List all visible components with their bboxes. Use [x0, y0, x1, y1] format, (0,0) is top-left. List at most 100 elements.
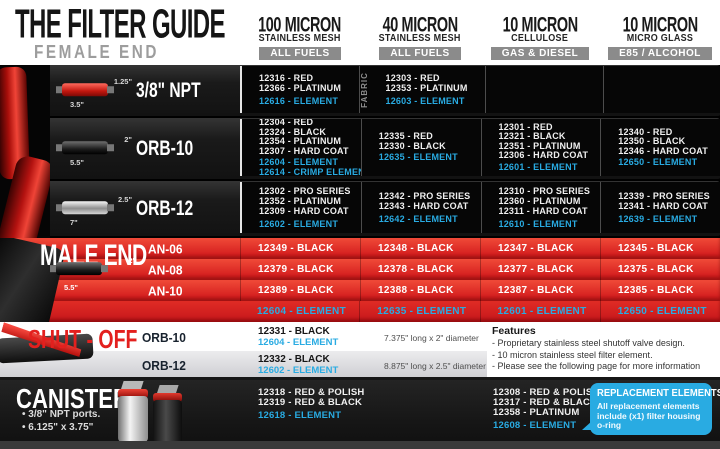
element-number: 12642 - ELEMENT: [378, 214, 458, 224]
element-number: 12635 - ELEMENT: [359, 301, 479, 322]
feature-item: - Please see the following page for more…: [492, 361, 701, 371]
fuel-badge: GAS & DIESEL: [490, 47, 590, 60]
spec-bullet: • 3/8" NPT ports.: [22, 409, 101, 420]
dimension-height: 1.25": [113, 76, 132, 86]
row-label-npt: 3/8" NPT: [136, 78, 201, 102]
part-number: 12307 - HARD COAT: [259, 145, 349, 156]
part-number: 12308 - RED & POLISH: [493, 387, 600, 398]
column-header-100-micron: 100 MICRON STAINLESS MESH ALL FUELS: [240, 0, 360, 65]
part-list: 12316 - RED 12366 - PLATINUM: [259, 73, 355, 93]
part-number: 12389 - BLACK: [240, 280, 360, 301]
element-list: 12635 - ELEMENT: [379, 153, 477, 163]
element-number: 12610 - ELEMENT: [498, 219, 578, 229]
fuel-badge: ALL FUELS: [259, 47, 341, 60]
element-list: 12639 - ELEMENT: [618, 214, 716, 224]
part-number: 12316 - RED: [259, 73, 314, 83]
row-label-orb10: ORB-10: [136, 136, 194, 160]
cell-orb12-cellulose: 12310 - PRO SERIES 12360 - PLATINUM 12311 …: [480, 182, 601, 233]
canister-section: CANISTER • 3/8" NPT ports. • 6.125" x 3.7…: [0, 380, 720, 449]
cell-shutoff-orb12: 12332 - BLACK 12602 - ELEMENT: [258, 354, 368, 376]
cell-orb10-cellulose: 12301 - RED 12321 - BLACK 12351 - PLATINUM…: [480, 119, 601, 176]
element-number: 12650 - ELEMENT: [618, 157, 698, 167]
divider: [0, 377, 720, 380]
column-title: 10 MICRON: [502, 13, 578, 37]
part-number: 12324 - BLACK: [259, 126, 327, 137]
cell-orb10-100micron: 12304 - RED 12324 - BLACK 12354 - PLATINUM…: [242, 119, 361, 176]
part-number: 12375 - BLACK: [600, 259, 720, 280]
part-list: 12318 - RED & POLISH 12319 - RED & BLACK: [258, 388, 364, 408]
part-number: 12347 - BLACK: [480, 238, 600, 259]
canister-cap-icon: [118, 389, 148, 398]
element-number: 12650 - ELEMENT: [599, 301, 720, 322]
part-list: 12342 - PRO SERIES 12343 - HARD COAT: [379, 191, 477, 211]
column-headers: 100 MICRON STAINLESS MESH ALL FUELS 40 M…: [240, 0, 720, 65]
male-row-an10: AN-10 12389 - BLACK 12388 - BLACK 12387 …: [0, 280, 720, 301]
dimension-height: 2.5": [118, 194, 132, 204]
cell-npt-100micron: 12316 - RED 12366 - PLATINUM 12616 - ELEM…: [242, 66, 359, 113]
part-number: 12351 - PLATINUM: [498, 140, 581, 151]
fitting-icon: [107, 143, 114, 151]
dimension-length: 5.5": [70, 157, 84, 167]
row-label-shutoff-orb10: ORB-10: [142, 330, 186, 345]
fabric-note: FABRIC: [359, 71, 369, 108]
part-list: 12339 - PRO SERIES 12341 - HARD COAT: [618, 191, 716, 211]
row-npt: 12316 - RED 12366 - PLATINUM 12616 - ELEM…: [0, 65, 720, 118]
part-number: 12385 - BLACK: [600, 280, 720, 301]
fuel-badge: E85 / ALCOHOL: [608, 47, 712, 60]
dimension-length: 3.5": [70, 99, 84, 109]
cell-npt-cellulose-empty: [485, 66, 603, 113]
row-npt-data: 12316 - RED 12366 - PLATINUM 12616 - ELEM…: [240, 66, 720, 113]
feature-item: - Proprietary stainless steel shutoff va…: [492, 338, 685, 348]
element-number: 12635 - ELEMENT: [378, 152, 458, 163]
an-label: AN-06: [148, 241, 183, 256]
part-number: 12319 - RED & BLACK: [258, 397, 363, 408]
female-end-section: 12316 - RED 12366 - PLATINUM 12616 - ELEM…: [0, 65, 720, 238]
features-block: Features - Proprietary stainless steel s…: [492, 325, 714, 373]
part-number: 12335 - RED: [378, 131, 433, 142]
part-number: 12311 - HARD COAT: [498, 206, 588, 216]
column-title: 100 MICRON: [258, 13, 342, 37]
element-list: 12608 - ELEMENT: [493, 421, 599, 431]
part-number: 12353 - PLATINUM: [385, 83, 468, 93]
fitting-icon: [101, 265, 108, 273]
chrome-canister-photo: [118, 396, 148, 442]
part-number: 12354 - PLATINUM: [259, 136, 342, 146]
part-list: 12308 - RED & POLISH 12317 - RED & BLACK 1…: [493, 388, 599, 418]
part-number: 12346 - HARD COAT: [618, 145, 709, 156]
dimension-length: 7": [70, 217, 78, 227]
cell-orb12-100micron: 12302 - PRO SERIES 12352 - PLATINUM 12309 …: [242, 182, 361, 233]
part-number: 12388 - BLACK: [360, 280, 480, 301]
male-row-an06: AN-06 12349 - BLACK 12348 - BLACK 12347 …: [0, 238, 720, 259]
element-list: 12618 - ELEMENT: [258, 411, 364, 421]
element-number: 12608 - ELEMENT: [493, 420, 577, 431]
row-orb12-data: 12302 - PRO SERIES 12352 - PLATINUM 12309 …: [240, 182, 720, 233]
cell-npt-40micron: FABRIC 12303 - RED 12353 - PLATINUM 12603…: [358, 66, 486, 113]
part-number: 12303 - RED: [385, 73, 440, 83]
fitting-icon: [56, 143, 63, 151]
part-number: 12348 - BLACK: [360, 238, 480, 259]
fitting-icon: [107, 203, 114, 211]
element-number: 12602 - ELEMENT: [258, 365, 339, 376]
column-subtitle: CELLULOSE: [511, 33, 569, 44]
part-number: 12332 - BLACK: [258, 354, 330, 365]
fuel-badge: ALL FUELS: [379, 47, 461, 60]
an-label: AN-10: [148, 283, 183, 298]
male-row-an08: AN-08 12379 - BLACK 12378 - BLACK 12377 …: [0, 259, 720, 280]
element-list: 12642 - ELEMENT: [379, 214, 477, 224]
fitting-icon: [50, 265, 57, 273]
part-number: 12360 - PLATINUM: [498, 196, 581, 206]
filter-diagram-male: 2" 5.5": [46, 250, 138, 292]
cell-orb10-40micron: 12335 - RED 12330 - BLACK 12635 - ELEMENT: [360, 119, 481, 176]
replacement-elements-callout: REPLACEMENT ELEMENTS All replacement ele…: [582, 383, 720, 435]
dimension-note: 7.375" long x 2" diameter: [384, 333, 479, 343]
part-number: 12377 - BLACK: [480, 259, 600, 280]
part-number: 12318 - RED & POLISH: [258, 387, 365, 398]
dimension-height: 2": [124, 134, 132, 144]
part-number: 12330 - BLACK: [378, 140, 446, 151]
part-number: 12302 - PRO SERIES: [259, 186, 351, 196]
element-list: 12610 - ELEMENT: [499, 219, 597, 229]
element-number: 12618 - ELEMENT: [258, 410, 342, 421]
cell-canister-cellulose: 12308 - RED & POLISH 12317 - RED & BLACK 1…: [493, 388, 599, 431]
dimension-length: 5.5": [64, 283, 78, 293]
column-title: 40 MICRON: [382, 13, 458, 37]
